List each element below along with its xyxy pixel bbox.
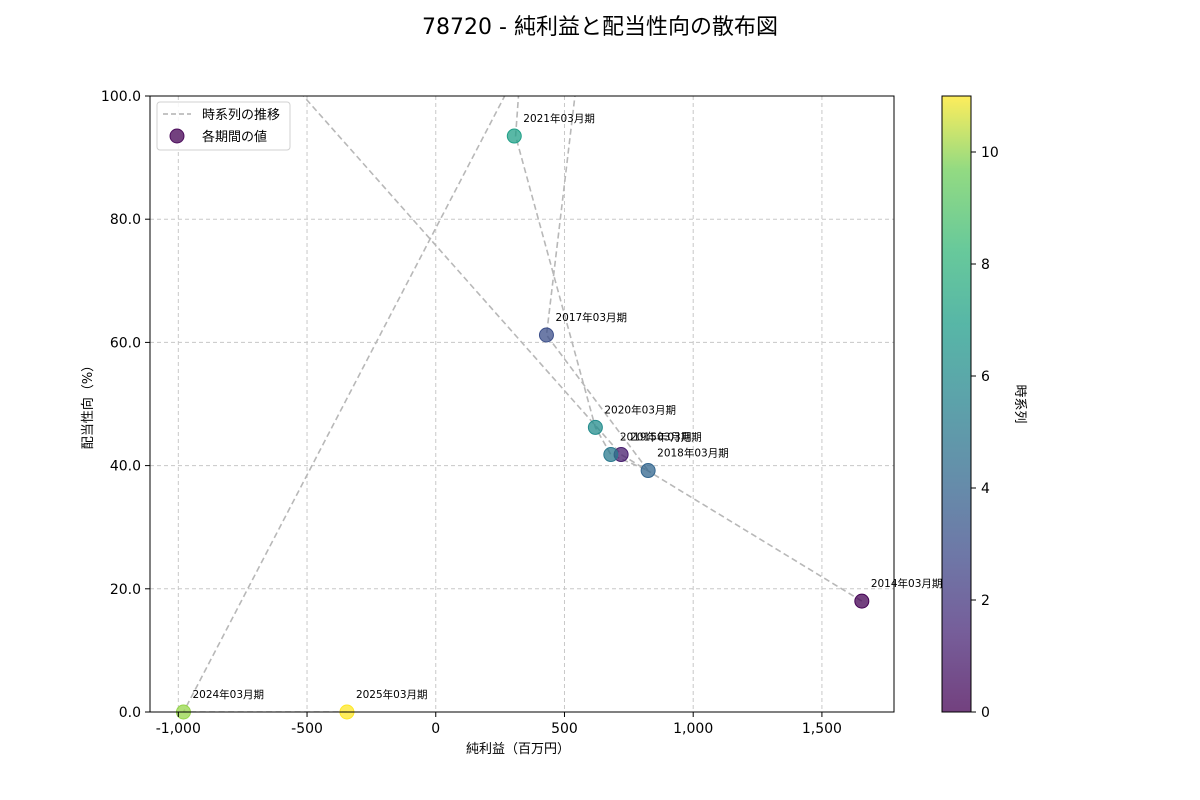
- plot-area-frame: [149, 95, 895, 713]
- colorbar-tick-label: 2: [981, 593, 990, 609]
- point-annotation: 2024年03月期: [192, 688, 264, 701]
- y-axis-label: 配当性向（%）: [80, 359, 96, 449]
- colorbar-ticks: 0 2 4 6 8 10: [971, 145, 999, 721]
- x-tick-label: -500: [291, 721, 323, 737]
- y-tick-label: 60.0: [110, 335, 141, 351]
- colorbar-tick-label: 10: [981, 145, 999, 161]
- y-tick-label: 40.0: [110, 459, 141, 475]
- point-annotation: 2015年03月期: [630, 431, 702, 444]
- x-tick-label: 1,500: [802, 721, 842, 737]
- point-annotation: 2021年03月期: [523, 112, 595, 125]
- colorbar: 0 2 4 6 8 10 時系列: [941, 95, 1027, 721]
- x-tick-label: 0: [431, 721, 440, 737]
- point-annotation: 2020年03月期: [604, 403, 676, 416]
- colorbar-gradient: [942, 96, 971, 712]
- point-annotation: 2025年03月期: [356, 688, 428, 701]
- colorbar-tick-label: 8: [981, 257, 990, 273]
- colorbar-tick-label: 4: [981, 481, 990, 497]
- data-point: [538, 327, 554, 343]
- data-point: [854, 593, 870, 609]
- grid: [150, 95, 894, 713]
- y-tick-label: 20.0: [110, 582, 141, 598]
- data-point: [506, 128, 522, 144]
- point-annotation: 2017年03月期: [555, 311, 627, 324]
- y-axis-ticks: 0.0 20.0 40.0 60.0 80.0 100.0: [101, 89, 150, 721]
- x-tick-label: -1,000: [156, 721, 201, 737]
- colorbar-tick-label: 6: [981, 369, 990, 385]
- point-annotation: 2014年03月期: [871, 577, 943, 590]
- legend-line-label: 時系列の推移: [202, 108, 280, 123]
- data-point: [587, 419, 603, 435]
- points-group: [175, 128, 870, 720]
- trend-line-group: [182, 96, 863, 712]
- data-point: [640, 463, 656, 479]
- y-tick-label: 0.0: [119, 705, 141, 721]
- chart-title: 78720 - 純利益と配当性向の散布図: [422, 15, 778, 40]
- colorbar-frame: [941, 95, 972, 713]
- legend-point-label: 各期間の値: [202, 129, 267, 145]
- y-tick-label: 100.0: [101, 89, 141, 105]
- trend-line: [182, 96, 863, 712]
- x-axis-label: 純利益（百万円）: [466, 742, 570, 757]
- colorbar-tick-label: 0: [981, 705, 990, 721]
- y-tick-label: 80.0: [110, 212, 141, 228]
- data-point: [603, 447, 619, 463]
- legend-point-swatch: [169, 128, 185, 144]
- point-annotation: 2018年03月期: [657, 447, 729, 460]
- colorbar-label: 時系列: [1012, 384, 1027, 423]
- point-annotation: 2019年03月期: [620, 431, 692, 444]
- x-tick-label: 500: [551, 721, 578, 737]
- x-tick-label: 1,000: [673, 721, 713, 737]
- x-axis-ticks: -1,000 -500 0 500 1,000 1,500: [156, 712, 842, 737]
- annotations-group: 2014年03月期 2015年03月期 2017年03月期 2018年03月期 2019…: [192, 112, 942, 701]
- legend: 時系列の推移 各期間の値: [156, 101, 291, 151]
